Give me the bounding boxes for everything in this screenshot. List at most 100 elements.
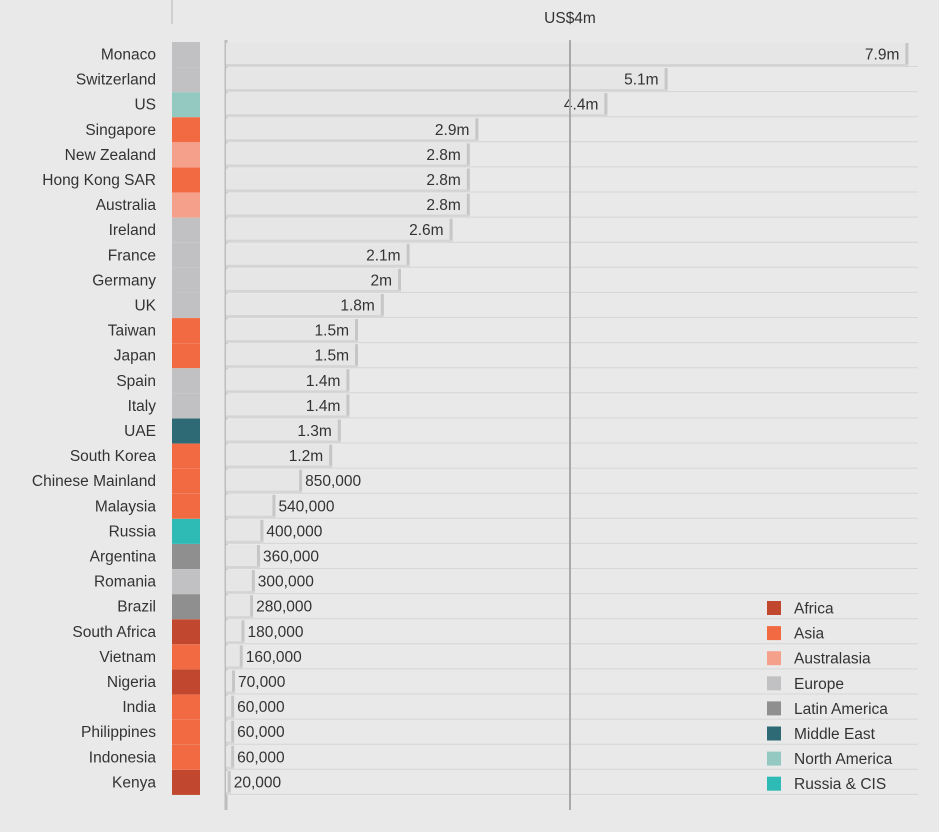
value-label: 2.9m: [435, 122, 469, 139]
bar-bottom-shadow: [226, 189, 470, 192]
bar-end-shadow: [239, 645, 243, 668]
value-label: 400,000: [266, 523, 322, 540]
value-label: 2m: [370, 272, 392, 289]
region-swatch: [172, 619, 200, 645]
legend-item: Asia: [767, 626, 825, 643]
bar-row: Italy 1.4m: [128, 393, 918, 419]
legend-swatch: [767, 651, 781, 666]
value-label: 7.9m: [865, 47, 899, 64]
bar: [226, 68, 665, 91]
region-swatch: [172, 669, 200, 695]
bar: [226, 118, 476, 141]
country-label: UK: [134, 298, 156, 315]
bar: [226, 319, 355, 342]
bar-bottom-shadow: [226, 340, 358, 343]
legend-swatch: [767, 626, 781, 641]
bar-bottom-shadow: [226, 490, 303, 493]
chart-rows: Monaco 7.9m Switzerland 5.1m US 4.4m Singapore…: [32, 42, 918, 795]
bar-row: Argentina 360,000: [90, 544, 918, 569]
bar-bottom-shadow: [226, 791, 231, 794]
bar-row: Philippines 60,000: [81, 719, 918, 745]
legend-item: Australasia: [767, 651, 871, 668]
bar-bottom-shadow: [226, 666, 243, 669]
value-label: 1.8m: [340, 298, 374, 315]
region-swatch: [172, 769, 200, 795]
value-label: 1.3m: [297, 423, 331, 440]
region-swatch: [172, 744, 200, 770]
bar-end-shadow: [260, 519, 264, 542]
bar: [226, 268, 398, 291]
value-label: 60,000: [237, 749, 285, 766]
bar-bottom-shadow: [226, 415, 350, 418]
bar-bottom-shadow: [226, 540, 264, 543]
country-label: Monaco: [101, 47, 156, 64]
legend-item: Middle East: [767, 726, 876, 743]
bar-end-shadow: [466, 168, 470, 191]
region-swatch: [172, 719, 200, 745]
country-label: Hong Kong SAR: [42, 172, 156, 189]
country-label: Kenya: [112, 774, 156, 791]
bar-end-shadow: [380, 294, 384, 316]
bar-row: Indonesia 60,000: [89, 744, 918, 770]
region-swatch: [172, 594, 200, 620]
bar-row: Malaysia 540,000: [95, 493, 918, 519]
bar-end-shadow: [231, 695, 235, 718]
bar-bottom-shadow: [226, 315, 384, 317]
country-label: Germany: [92, 272, 156, 289]
legend-swatch: [767, 701, 781, 716]
bar-bottom-shadow: [226, 766, 235, 769]
bar-end-shadow: [466, 193, 470, 216]
value-label: 2.8m: [426, 147, 460, 164]
bar-row: Germany 2m: [92, 267, 918, 293]
bar: [226, 519, 261, 542]
country-label: Nigeria: [107, 674, 156, 691]
value-label: 1.4m: [306, 398, 340, 415]
legend-item: Latin America: [767, 701, 888, 718]
value-label: 60,000: [237, 724, 285, 741]
bar-end-shadow: [449, 218, 453, 241]
value-label: 2.8m: [426, 197, 460, 214]
country-label: Spain: [116, 373, 156, 390]
country-label: Italy: [128, 398, 157, 415]
region-swatch: [172, 293, 200, 318]
legend-item: Europe: [767, 676, 844, 693]
legend: Africa Asia Australasia Europe Latin America…: [767, 601, 893, 793]
bar-bottom-shadow: [226, 139, 479, 142]
value-label: 1.2m: [289, 448, 323, 465]
bar: [226, 720, 232, 743]
bar-bottom-shadow: [226, 289, 401, 292]
country-label: New Zealand: [65, 147, 156, 164]
bar: [226, 369, 347, 392]
bar-end-shadow: [905, 43, 909, 65]
bar: [226, 344, 355, 367]
bar-row: Russia 400,000: [109, 518, 918, 544]
legend-swatch: [767, 776, 781, 791]
value-label: 60,000: [237, 699, 285, 716]
bar-row: India 60,000: [122, 694, 918, 720]
bar-row: Japan 1.5m: [114, 343, 918, 369]
bar-end-shadow: [329, 444, 333, 467]
region-swatch: [172, 217, 200, 243]
country-label: Indonesia: [89, 749, 157, 766]
value-label: 1.5m: [315, 348, 349, 365]
country-label: Singapore: [85, 122, 156, 139]
bar-row: France 2.1m: [108, 242, 918, 268]
value-label: 360,000: [263, 549, 319, 566]
country-label: Malaysia: [95, 498, 157, 515]
region-swatch: [172, 443, 200, 469]
country-label: France: [108, 247, 156, 264]
legend-label: Latin America: [794, 701, 888, 718]
legend-label: Australasia: [794, 651, 871, 668]
country-label: Russia: [109, 523, 157, 540]
legend-item: Africa: [767, 601, 834, 618]
value-label: 4.4m: [564, 97, 598, 114]
bar-row: Brazil 280,000: [117, 594, 918, 620]
bar-bottom-shadow: [226, 566, 260, 568]
bar-end-shadow: [227, 770, 231, 793]
bar-row: Switzerland 5.1m: [76, 67, 918, 93]
region-swatch: [172, 267, 200, 293]
legend-label: Middle East: [794, 726, 876, 743]
bar-end-shadow: [231, 720, 235, 743]
bar-bottom-shadow: [226, 365, 358, 368]
bar-bottom-shadow: [226, 515, 276, 518]
